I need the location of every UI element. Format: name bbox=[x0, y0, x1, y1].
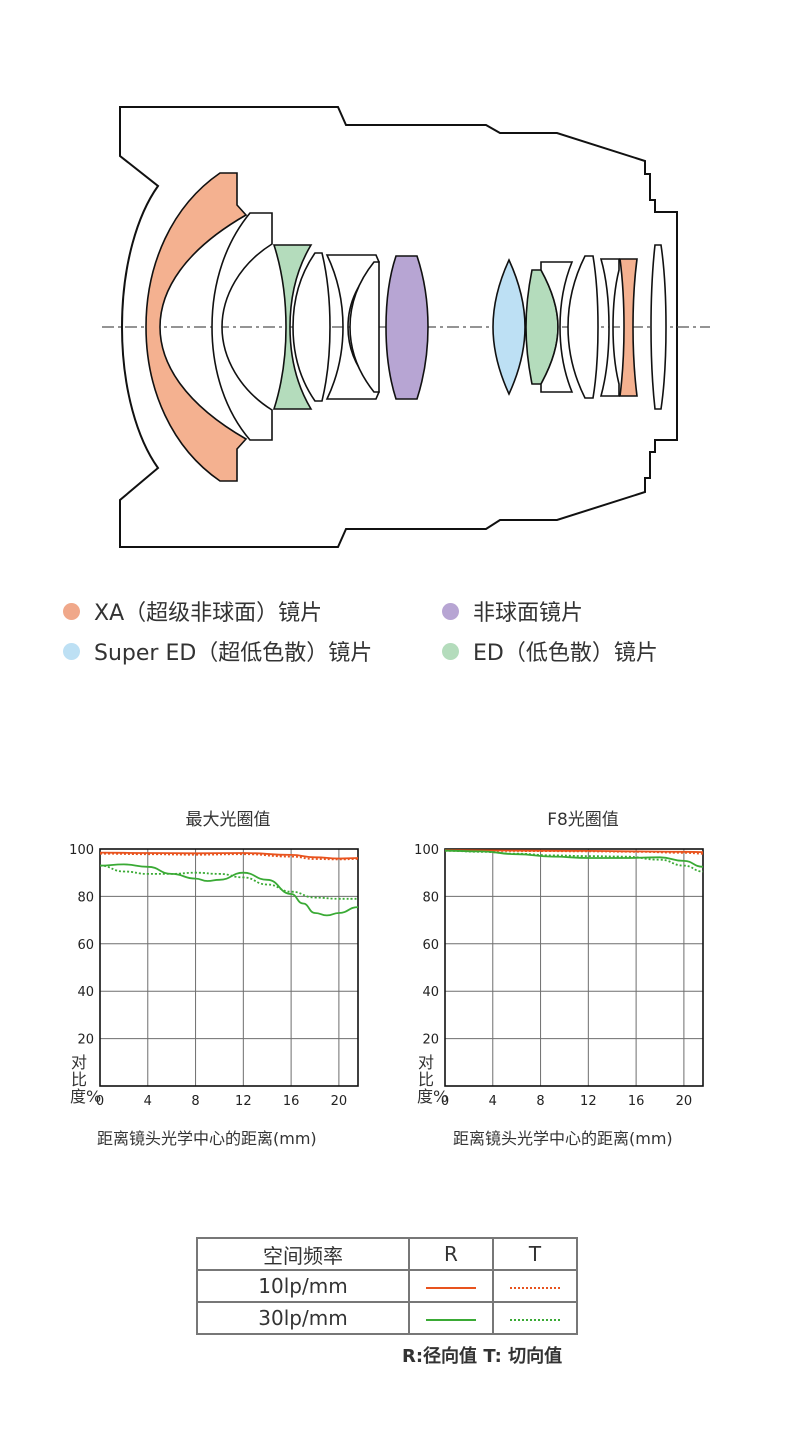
header-t: T bbox=[492, 1237, 578, 1271]
chart-1-xtick-label: 0 bbox=[96, 1094, 104, 1109]
header-r: R bbox=[408, 1237, 494, 1271]
lens-element-10 bbox=[540, 261, 574, 393]
chart-1-ytick-label: 60 bbox=[77, 938, 94, 953]
lens-element-6 bbox=[349, 261, 380, 393]
chart-1-ytick-label: 100 bbox=[69, 843, 94, 858]
row-30lp-t-swatch bbox=[492, 1301, 578, 1335]
xa-lens-element-front bbox=[145, 172, 248, 482]
xa-lens-element-rear bbox=[619, 258, 638, 397]
mtf-charts: 0 4 8 12 16 20 100 80 60 40 20 0 4 8 12 16 20 100 80 60 40 20 bbox=[69, 843, 704, 1109]
chart-2-ytick-label: 100 bbox=[414, 843, 439, 858]
table-row: 30lp/mm bbox=[196, 1301, 578, 1335]
lens-barrel-outline bbox=[119, 106, 678, 548]
lens-element-11 bbox=[567, 255, 599, 399]
chart-2-xtick-label: 0 bbox=[441, 1094, 449, 1109]
table-row: 10lp/mm bbox=[196, 1269, 578, 1303]
chart-2-ytick-label: 40 bbox=[422, 985, 439, 1000]
chart-1-ylabel: 对比度% bbox=[70, 1053, 102, 1106]
chart-2-xlabel: 距离镜头光学中心的距离(mm) bbox=[453, 1129, 673, 1148]
chart-1-xlabel: 距离镜头光学中心的距离(mm) bbox=[97, 1129, 317, 1148]
chart-1-xtick-label: 20 bbox=[331, 1094, 348, 1109]
lens-element-4 bbox=[292, 252, 331, 402]
legend-super-ed: Super ED（超低色散）镜片 bbox=[63, 635, 372, 667]
chart-2-xtick-label: 16 bbox=[628, 1094, 645, 1109]
chart-2-series-1 bbox=[444, 849, 704, 853]
legend-aspherical: 非球面镜片 bbox=[442, 595, 583, 627]
chart-2-ytick-label: 20 bbox=[422, 1033, 439, 1048]
table-header-row: 空间频率 R T bbox=[196, 1237, 578, 1271]
chart-1-xtick-label: 8 bbox=[191, 1094, 199, 1109]
legend-xa: XA（超级非球面）镜片 bbox=[63, 595, 322, 627]
header-freq: 空间频率 bbox=[196, 1237, 410, 1271]
row-10lp-r-swatch bbox=[408, 1269, 494, 1303]
chart-2-ylabel: 对比度% bbox=[417, 1053, 449, 1106]
chart-1-ytick-label: 20 bbox=[77, 1033, 94, 1048]
legend-super-ed-label: Super ED（超低色散）镜片 bbox=[94, 641, 373, 666]
chart-2-ytick-label: 60 bbox=[422, 938, 439, 953]
row-30lp-label: 30lp/mm bbox=[196, 1301, 410, 1335]
chart-2-xtick-label: 20 bbox=[676, 1094, 693, 1109]
lens-element-12 bbox=[599, 258, 620, 397]
frequency-legend-table: 空间频率 R T 10lp/mm 30lp/mm bbox=[196, 1237, 578, 1335]
chart-1-series-2 bbox=[99, 852, 359, 861]
rt-note: R:径向值 T: 切向值 bbox=[402, 1346, 563, 1367]
chart-1-xtick-label: 16 bbox=[283, 1094, 300, 1109]
chart-2-title: F8光圈值 bbox=[547, 810, 619, 830]
chart-1-title: 最大光圈值 bbox=[185, 810, 271, 830]
chart-1-series-3 bbox=[99, 863, 359, 917]
legend-xa-swatch bbox=[63, 602, 80, 620]
chart-1-series-1 bbox=[99, 851, 359, 860]
legend-aspherical-swatch bbox=[442, 602, 459, 620]
chart-2-xtick-label: 8 bbox=[536, 1094, 544, 1109]
lens-element-14 bbox=[650, 244, 667, 410]
chart-2-xtick-label: 12 bbox=[580, 1094, 597, 1109]
legend-super-ed-swatch bbox=[63, 642, 80, 660]
chart-2-frame bbox=[444, 848, 704, 1087]
legend-ed-swatch bbox=[442, 642, 459, 660]
legend-ed: ED（低色散）镜片 bbox=[442, 635, 658, 667]
chart-2-series-4 bbox=[444, 849, 704, 873]
super-ed-lens-element bbox=[492, 258, 526, 396]
row-10lp-label: 10lp/mm bbox=[196, 1269, 410, 1303]
aspherical-lens-element bbox=[385, 255, 429, 400]
lens-diagram bbox=[102, 106, 710, 548]
row-30lp-r-swatch bbox=[408, 1301, 494, 1335]
chart-1-xtick-label: 12 bbox=[235, 1094, 252, 1109]
legend-xa-label: XA（超级非球面）镜片 bbox=[94, 601, 323, 626]
chart-1-series-4 bbox=[99, 864, 358, 900]
chart-1-ytick-label: 40 bbox=[77, 985, 94, 1000]
ed-lens-element-1 bbox=[272, 244, 313, 410]
chart-1-ytick-label: 80 bbox=[77, 890, 94, 905]
row-10lp-t-swatch bbox=[492, 1269, 578, 1303]
legend-aspherical-label: 非球面镜片 bbox=[473, 601, 584, 626]
chart-1-frame bbox=[99, 848, 359, 1087]
chart-2-ytick-label: 80 bbox=[422, 890, 439, 905]
chart-2-xtick-label: 4 bbox=[489, 1094, 497, 1109]
legend-ed-label: ED（低色散）镜片 bbox=[473, 641, 658, 666]
chart-1-xtick-label: 4 bbox=[144, 1094, 152, 1109]
lens-element-2 bbox=[211, 212, 273, 441]
chart-2-series-3 bbox=[444, 849, 704, 868]
